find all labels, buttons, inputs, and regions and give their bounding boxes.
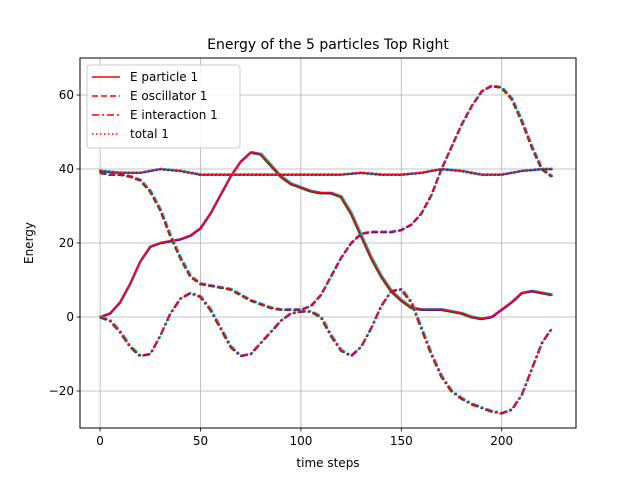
x-tick-label: 0 [96,434,104,448]
particle-energy-line-particle-1 [99,151,553,320]
y-tick-label: −20 [49,384,74,398]
x-tick-label: 200 [490,434,513,448]
legend-entry-label: total 1 [130,127,169,141]
legend-entry-label: E particle 1 [130,70,198,84]
x-tick-label: 150 [390,434,413,448]
y-tick-label: 0 [66,310,74,324]
x-tick-label: 100 [289,434,312,448]
legend-box [86,64,241,149]
y-tick-label: 40 [59,162,74,176]
interaction-energy-line-particle-1 [99,288,553,414]
y-tick-label: 20 [59,236,74,250]
legend: E particle 1 E oscillator 1 E interaction … [86,64,241,149]
legend-entry-label: E interaction 1 [130,108,218,122]
total-energy-line-particle-1 [99,168,553,176]
chart-title: Energy of the 5 particles Top Right [207,37,449,53]
x-tick-label: 50 [193,434,208,448]
y-tick-label: 60 [59,88,74,102]
plot-lines [98,84,554,415]
x-axis-label: time steps [296,456,359,470]
y-axis-label: Energy [22,222,36,264]
legend-entry-label: E oscillator 1 [130,89,207,103]
oscillator-energy-line-particle-1 [99,85,553,311]
axis-ticks: 0 50 100 150 200 −20 0 20 40 60 [49,88,513,448]
